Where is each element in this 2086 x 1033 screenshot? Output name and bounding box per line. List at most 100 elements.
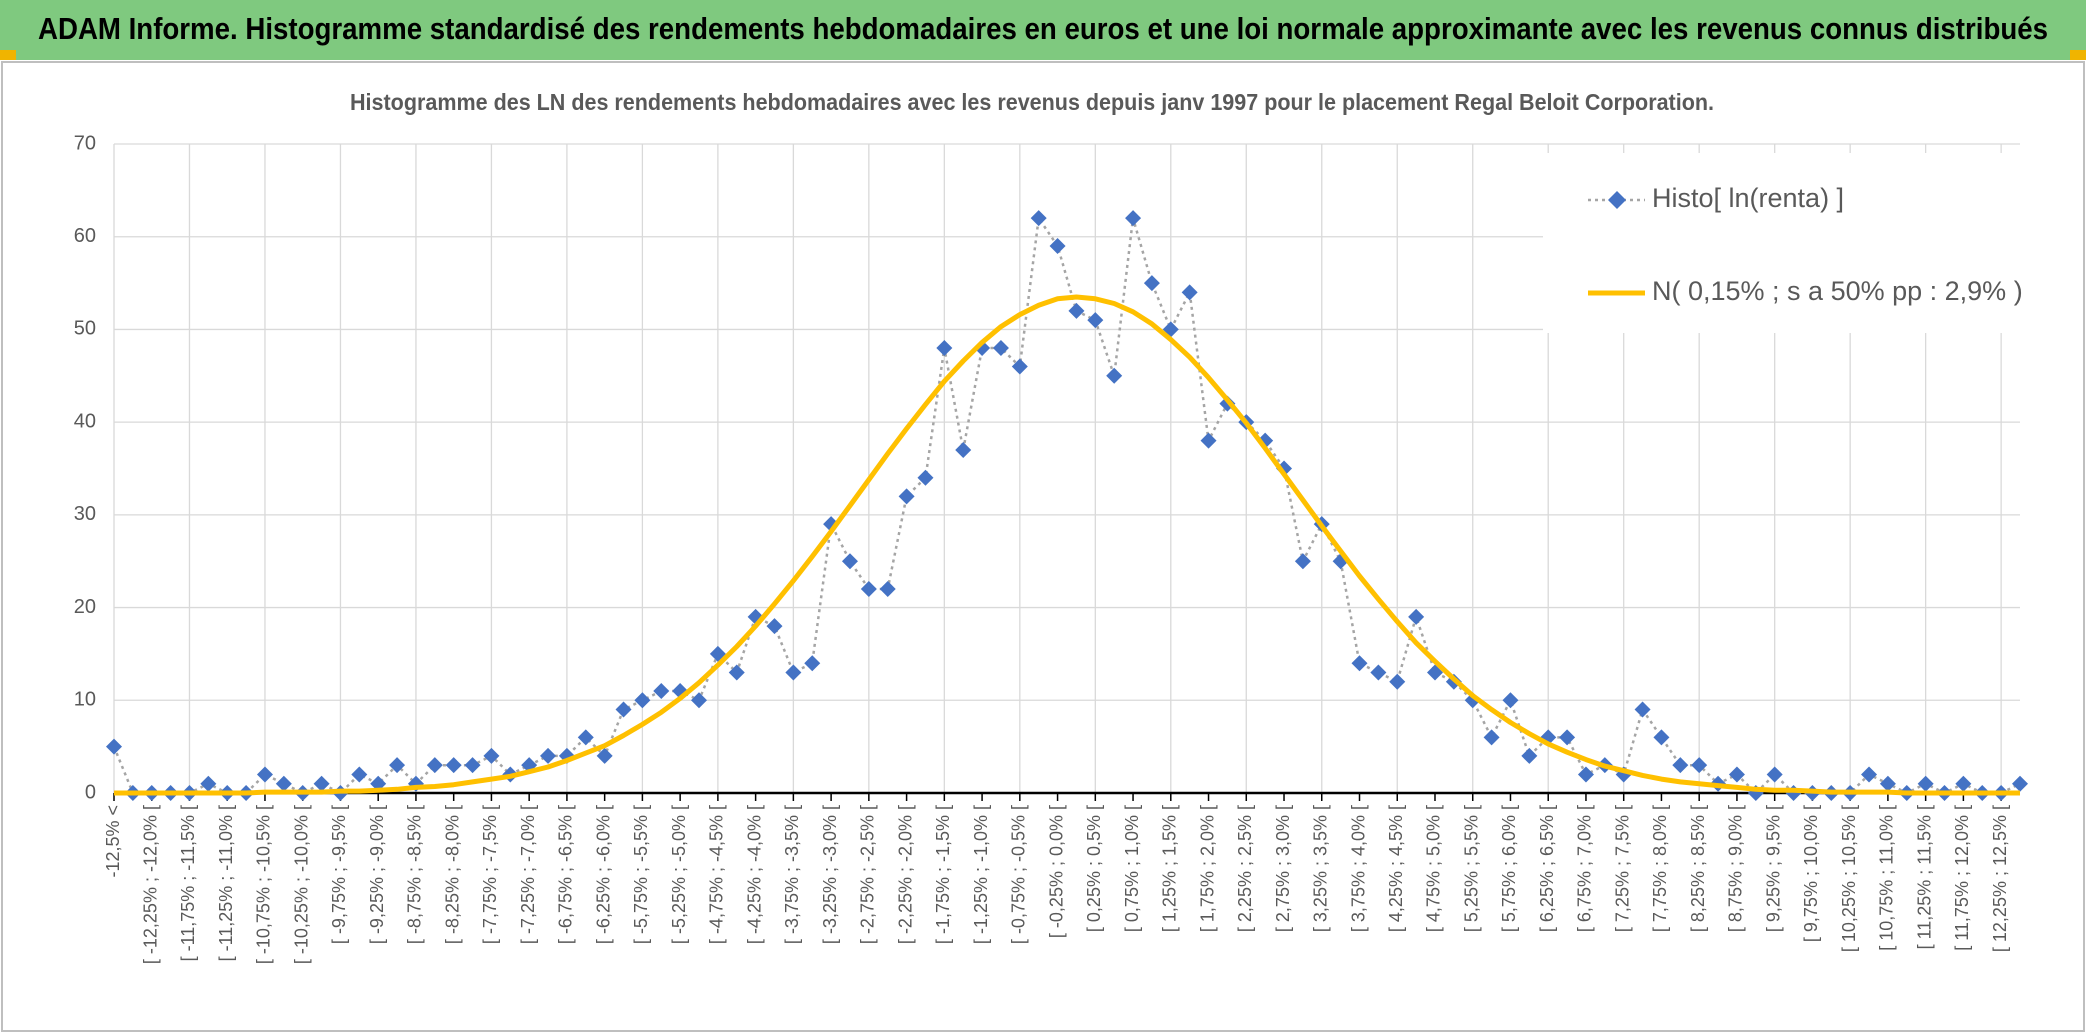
x-tick-label: [ -5,75% ; -5,5% [ bbox=[631, 805, 651, 944]
x-tick-label: [ 8,75% ; 9,0% [ bbox=[1726, 805, 1746, 932]
data-point bbox=[1691, 757, 1708, 774]
data-point bbox=[691, 692, 708, 709]
data-point bbox=[1879, 775, 1896, 792]
x-tick-label: [ 1,75% ; 2,0% [ bbox=[1197, 805, 1217, 932]
x-tick-label: [ 4,75% ; 5,0% [ bbox=[1424, 805, 1444, 932]
x-tick-label: [ 4,25% ; 4,5% [ bbox=[1386, 805, 1406, 932]
data-point bbox=[1861, 766, 1878, 783]
x-tick-label: [ -9,25% ; -9,0% [ bbox=[367, 805, 387, 944]
data-point bbox=[1351, 655, 1368, 672]
data-point bbox=[1408, 608, 1425, 625]
x-tick-label: [ -12,25% ; -12,0% [ bbox=[140, 805, 160, 964]
y-tick-label: 20 bbox=[74, 596, 96, 618]
x-tick-label: [ 11,75% ; 12,0% [ bbox=[1952, 805, 1972, 951]
data-point bbox=[804, 655, 821, 672]
x-tick-label: [ -3,75% ; -3,5% [ bbox=[782, 805, 802, 944]
data-point bbox=[860, 581, 877, 598]
x-tick-label: [ -8,75% ; -8,5% [ bbox=[405, 805, 425, 944]
data-point bbox=[1011, 358, 1028, 375]
data-point bbox=[728, 664, 745, 681]
x-tick-label: [ -4,25% ; -4,0% [ bbox=[744, 805, 764, 944]
data-point bbox=[1294, 553, 1311, 570]
x-tick-label: [ 12,25% ; 12,5% [ bbox=[1990, 805, 2010, 952]
y-tick-label: 70 bbox=[74, 132, 96, 154]
x-tick-label: [ -0,75% ; -0,5% [ bbox=[1009, 805, 1029, 944]
x-tick-label: [ 10,25% ; 10,5% [ bbox=[1839, 805, 1859, 952]
header-bar bbox=[0, 0, 2086, 60]
x-tick-label: [ -11,75% ; -11,5% [ bbox=[178, 805, 198, 961]
x-tick-label: [ -10,25% ; -10,0% [ bbox=[291, 805, 311, 964]
corner-mark bbox=[0, 50, 16, 60]
data-point bbox=[1559, 729, 1576, 746]
data-point bbox=[936, 339, 953, 356]
data-point bbox=[1030, 210, 1047, 227]
data-point bbox=[1200, 432, 1217, 449]
chart-title: Histogramme des LN des rendements hebdom… bbox=[350, 89, 1714, 115]
y-tick-label: 0 bbox=[85, 781, 96, 803]
x-tick-label: [ -8,25% ; -8,0% [ bbox=[442, 805, 462, 944]
x-tick-label: [ -7,25% ; -7,0% [ bbox=[518, 805, 538, 944]
data-point bbox=[1389, 673, 1406, 690]
data-point bbox=[540, 747, 557, 764]
legend-box bbox=[1543, 153, 2020, 333]
data-point bbox=[1521, 747, 1538, 764]
data-point bbox=[1672, 757, 1689, 774]
x-tick-label: [ -0,25% ; 0,0% [ bbox=[1046, 805, 1066, 938]
data-point bbox=[615, 701, 632, 718]
x-tick-label: [ 11,25% ; 11,5% [ bbox=[1914, 805, 1934, 949]
x-tick-label: [ 6,25% ; 6,5% [ bbox=[1537, 805, 1557, 932]
data-point bbox=[879, 581, 896, 598]
data-point bbox=[1917, 775, 1934, 792]
data-point bbox=[955, 441, 972, 458]
data-point bbox=[1370, 664, 1387, 681]
x-tick-label: [ -11,25% ; -11,0% [ bbox=[216, 805, 236, 961]
x-tick-label: [ -7,75% ; -7,5% [ bbox=[480, 805, 500, 944]
data-point bbox=[1653, 729, 1670, 746]
data-point bbox=[1143, 275, 1160, 292]
x-tick-label: [ 8,25% ; 8,5% [ bbox=[1688, 805, 1708, 932]
x-tick-label: [ -6,25% ; -6,0% [ bbox=[593, 805, 613, 944]
data-point bbox=[1728, 766, 1745, 783]
data-point bbox=[634, 692, 651, 709]
legend-label: Histo[ ln(renta) ] bbox=[1652, 183, 1844, 213]
x-tick-label: [ 2,75% ; 3,0% [ bbox=[1273, 805, 1293, 932]
x-tick-label: [ 9,75% ; 10,0% [ bbox=[1801, 805, 1821, 942]
data-point bbox=[785, 664, 802, 681]
data-point bbox=[577, 729, 594, 746]
y-tick-label: 40 bbox=[74, 410, 96, 432]
data-point bbox=[1181, 284, 1198, 301]
x-tick-label: [ 3,25% ; 3,5% [ bbox=[1311, 805, 1331, 932]
legend-label: N( 0,15% ; s a 50% pp : 2,9% ) bbox=[1652, 276, 2023, 306]
x-tick-label: [ -3,25% ; -3,0% [ bbox=[820, 805, 840, 944]
x-tick-label: [ -2,25% ; -2,0% [ bbox=[895, 805, 915, 944]
data-point bbox=[898, 488, 915, 505]
y-tick-label: 50 bbox=[74, 318, 96, 340]
x-tick-label: [ -1,75% ; -1,5% [ bbox=[933, 805, 953, 944]
x-tick-label: [ -9,75% ; -9,5% [ bbox=[329, 805, 349, 944]
data-point bbox=[1068, 302, 1085, 319]
data-point bbox=[426, 757, 443, 774]
header-title: ADAM Informe. Histogramme standardisé de… bbox=[38, 11, 2048, 46]
data-point bbox=[2012, 775, 2028, 792]
x-tick-label: [ 7,25% ; 7,5% [ bbox=[1612, 805, 1632, 932]
x-tick-label: [ -10,75% ; -10,5% [ bbox=[254, 805, 274, 964]
x-tick-label: [ -1,25% ; -1,0% [ bbox=[971, 805, 991, 944]
data-point bbox=[917, 469, 934, 486]
y-tick-label: 10 bbox=[74, 689, 96, 711]
x-tick-label: [ 10,75% ; 11,0% [ bbox=[1877, 805, 1897, 951]
x-tick-label: [ 7,75% ; 8,0% [ bbox=[1650, 805, 1670, 932]
data-point bbox=[256, 766, 273, 783]
x-tick-label: [ 3,75% ; 4,0% [ bbox=[1348, 805, 1368, 932]
data-point bbox=[483, 747, 500, 764]
data-point bbox=[351, 766, 368, 783]
data-point bbox=[464, 757, 481, 774]
x-tick-label: [ -6,75% ; -6,5% [ bbox=[556, 805, 576, 944]
y-tick-label: 60 bbox=[74, 225, 96, 247]
data-point bbox=[1766, 766, 1783, 783]
data-point bbox=[200, 775, 217, 792]
x-tick-label: [ -5,25% ; -5,0% [ bbox=[669, 805, 689, 944]
x-tick-label: [ -4,75% ; -4,5% [ bbox=[707, 805, 727, 944]
data-point bbox=[992, 339, 1009, 356]
data-point bbox=[1049, 237, 1066, 254]
